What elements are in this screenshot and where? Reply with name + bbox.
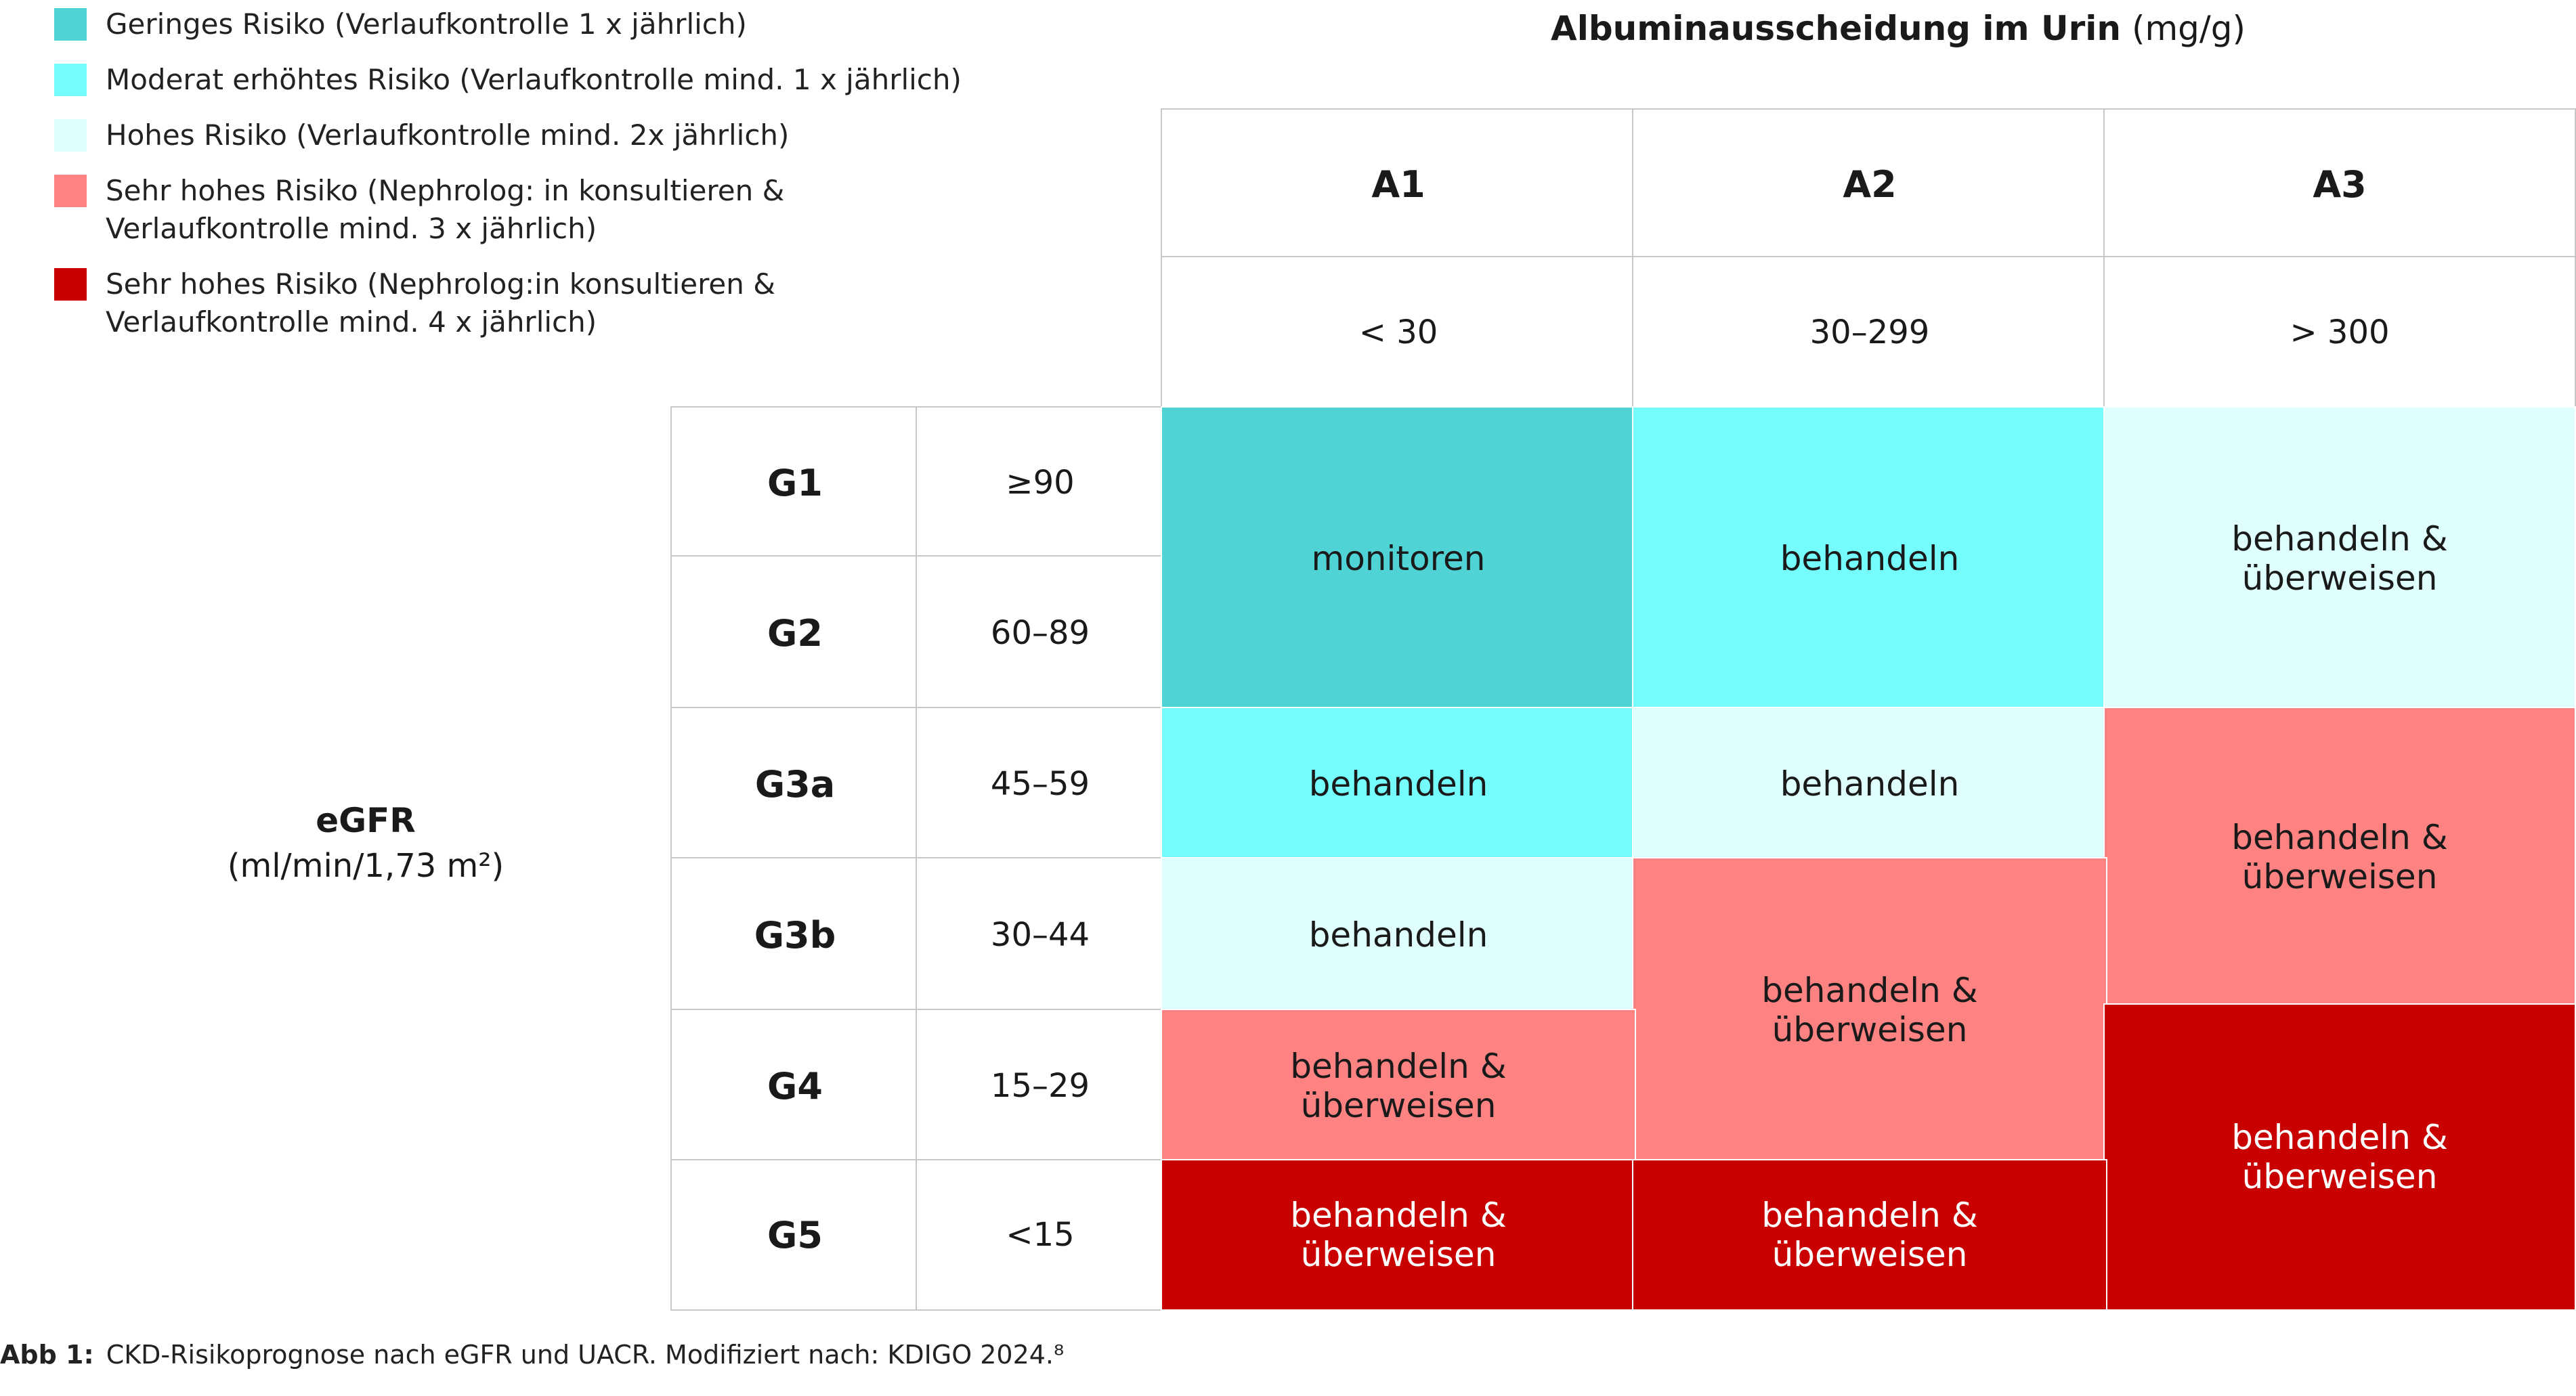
row-header-g5: G5 — [670, 1159, 920, 1311]
row-range-g3a: 45–59 — [916, 707, 1165, 861]
cell-a1-g4: behandeln & überweisen — [1161, 1009, 1636, 1163]
row-range-g3b: 30–44 — [916, 857, 1165, 1013]
legend-swatch-very-high-4 — [54, 268, 87, 301]
cell-a2-g3a: behandeln — [1632, 707, 2107, 861]
cell-a3-g4-g5: behandeln & überweisen — [2103, 1003, 2576, 1311]
row-header-g1: G1 — [670, 406, 920, 559]
legend-item-moderate: Moderat erhöhtes Risiko (Verlaufkontroll… — [54, 61, 962, 99]
legend-swatch-high — [54, 119, 87, 152]
legend-label-high: Hohes Risiko (Verlaufkontrolle mind. 2x … — [106, 118, 790, 152]
cell-a2-g1-g2: behandeln — [1632, 406, 2107, 711]
row-header-g3b: G3b — [670, 857, 920, 1013]
row-range-g4: 15–29 — [916, 1009, 1165, 1163]
cell-a2-g3b-g4: behandeln & überweisen — [1632, 857, 2107, 1163]
cell-a3-g1-g2: behandeln & überweisen — [2103, 406, 2576, 711]
cell-a3-g3a-g3b: behandeln & überweisen — [2103, 707, 2576, 1007]
cell-a2-g5: behandeln & überweisen — [1632, 1159, 2107, 1311]
row-header-g2: G2 — [670, 555, 920, 711]
legend-item-very-high-4: Sehr hohes Risiko (Nephrolog:in konsulti… — [54, 265, 775, 341]
cell-a1-g3b: behandeln — [1161, 857, 1636, 1013]
row-header-g4: G4 — [670, 1009, 920, 1163]
egfr-unit: (ml/min/1,73 m²) — [227, 847, 505, 885]
row-range-g2: 60–89 — [916, 555, 1165, 711]
legend-item-high: Hohes Risiko (Verlaufkontrolle mind. 2x … — [54, 116, 789, 154]
column-header-a2: A2 — [1632, 108, 2107, 260]
legend-item-very-high-3: Sehr hohes Risiko (Nephrolog: in konsult… — [54, 172, 784, 248]
cell-a1-g1-g2: monitoren — [1161, 406, 1636, 711]
row-range-g5: <15 — [916, 1159, 1165, 1311]
column-range-a3: > 300 — [2103, 256, 2576, 409]
legend-label-very-high-4: Sehr hohes Risiko (Nephrolog:in konsulti… — [106, 267, 775, 339]
figure-caption: Abb 1: CKD-Risikoprognose nach eGFR und U… — [0, 1338, 1064, 1372]
legend-label-moderate: Moderat erhöhtes Risiko (Verlaufkontroll… — [106, 63, 962, 96]
legend-label-very-high-3: Sehr hohes Risiko (Nephrolog: in konsult… — [106, 174, 785, 245]
legend-swatch-moderate — [54, 64, 87, 96]
albumin-title-unit: (mg/g) — [2131, 9, 2246, 48]
column-header-a1: A1 — [1161, 108, 1636, 260]
albumin-title-text: Albuminausscheidung im Urin — [1551, 9, 2122, 48]
albumin-title: Albuminausscheidung im Urin (mg/g) — [1551, 7, 2431, 50]
column-range-a1: < 30 — [1161, 256, 1636, 409]
legend-swatch-low — [54, 8, 87, 41]
figure-caption-text: CKD-Risikoprognose nach eGFR und UACR. M… — [106, 1340, 1065, 1370]
column-range-a2: 30–299 — [1632, 256, 2107, 409]
egfr-label: eGFR (ml/min/1,73 m²) — [190, 799, 542, 890]
legend-label-low: Geringes Risiko (Verlaufkontrolle 1 x jä… — [106, 7, 747, 41]
figure-caption-label: Abb 1: — [0, 1340, 94, 1370]
cell-a1-g3a: behandeln — [1161, 707, 1636, 861]
column-header-a3: A3 — [2103, 108, 2576, 260]
row-range-g1: ≥90 — [916, 406, 1165, 559]
legend-item-low: Geringes Risiko (Verlaufkontrolle 1 x jä… — [54, 5, 747, 43]
legend-swatch-very-high-3 — [54, 175, 87, 207]
row-header-g3a: G3a — [670, 707, 920, 861]
cell-a1-g5: behandeln & überweisen — [1161, 1159, 1636, 1311]
egfr-title: eGFR — [316, 801, 416, 840]
